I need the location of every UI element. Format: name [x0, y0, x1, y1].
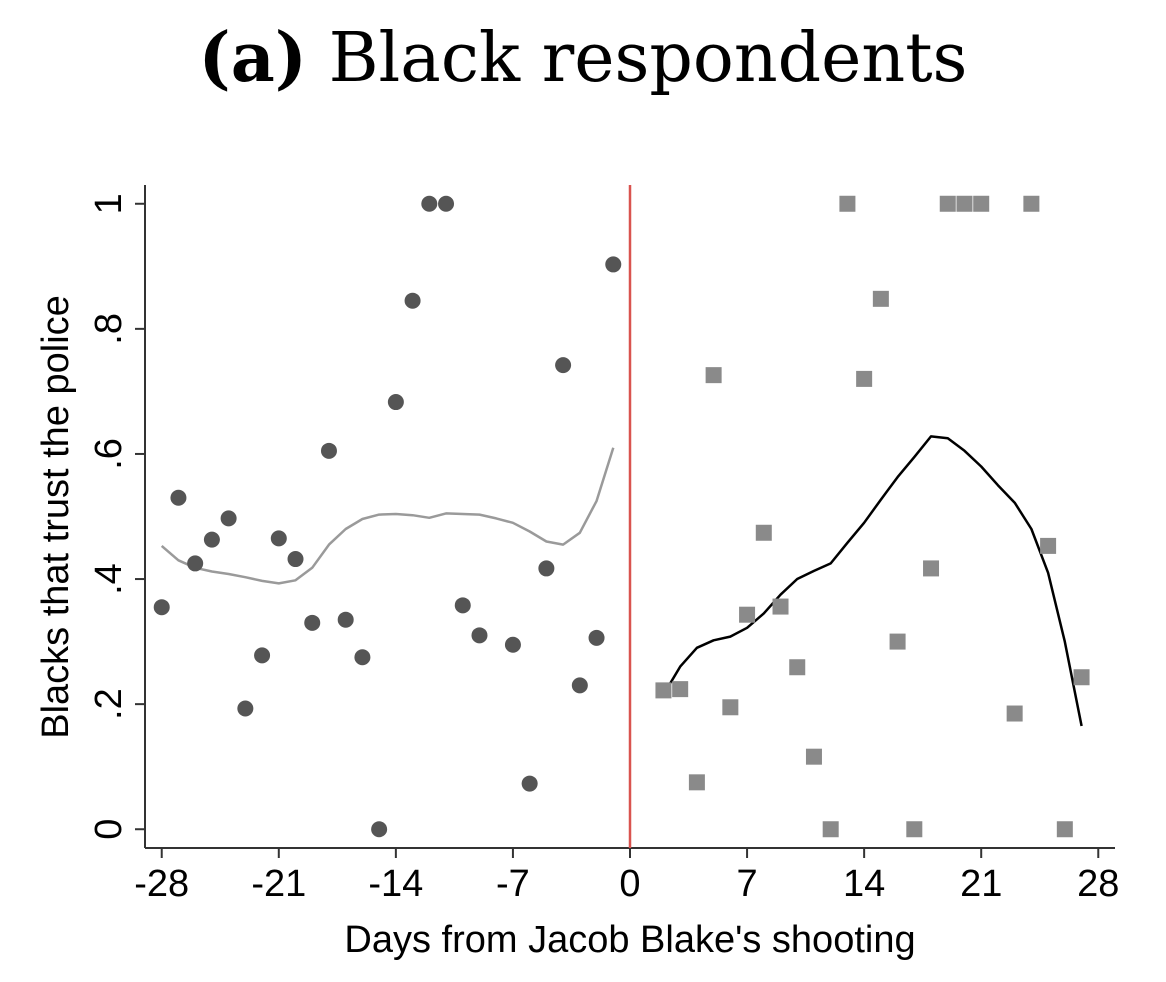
chart-title: (a) Black respondents — [0, 18, 1166, 98]
pre-data-point — [371, 821, 388, 838]
chart-title-label: (a) — [198, 18, 307, 98]
pre-data-point — [504, 636, 521, 653]
post-data-point — [655, 682, 672, 699]
pre-data-point — [170, 489, 187, 506]
post-data-point — [755, 524, 772, 541]
post-data-point — [839, 195, 856, 212]
pre-data-point — [438, 195, 455, 212]
y-axis-label: Blacks that trust the police — [35, 295, 77, 739]
pre-data-point — [187, 555, 204, 572]
pre-data-point — [287, 551, 304, 568]
y-tick-label: .2 — [88, 688, 130, 720]
post-data-point — [872, 290, 889, 307]
pre-data-point — [605, 256, 622, 273]
post-data-point — [1023, 195, 1040, 212]
chart-title-text: Black respondents — [328, 19, 968, 98]
pre-data-point — [153, 599, 170, 616]
post-data-point — [923, 560, 940, 577]
post-data-point — [1040, 537, 1057, 554]
y-tick-label: .4 — [88, 563, 130, 595]
post-data-point — [722, 699, 739, 716]
y-tick-label: .6 — [88, 438, 130, 470]
y-tick-label: .8 — [88, 313, 130, 345]
x-tick-label: 0 — [619, 863, 640, 905]
post-data-point — [1073, 669, 1090, 686]
post-fit-line — [662, 435, 1083, 727]
post-data-point — [739, 606, 756, 623]
pre-data-point — [320, 442, 337, 459]
pre-data-point — [354, 649, 371, 666]
pre-data-point — [203, 531, 220, 548]
x-tick-label: 7 — [736, 863, 757, 905]
x-tick-label: -28 — [134, 863, 189, 905]
axes — [135, 185, 1115, 858]
tick-labels: -28 -21 -14 -7 0 7 14 21 28 0 .2 .4 .6 .8 1 — [88, 193, 1119, 905]
x-tick-label: 14 — [843, 863, 885, 905]
x-tick-label: -14 — [368, 863, 423, 905]
pre-data-point — [454, 597, 471, 614]
post-data-point — [672, 681, 689, 698]
post-data-point — [1056, 821, 1073, 838]
post-data-point — [805, 748, 822, 765]
data-points — [153, 195, 1090, 838]
pre-data-point — [220, 510, 237, 527]
post-data-point — [1006, 705, 1023, 722]
post-data-point — [772, 598, 789, 615]
post-data-point — [789, 659, 806, 676]
pre-data-point — [421, 195, 438, 212]
pre-data-point — [387, 394, 404, 411]
pre-fit-line — [160, 447, 615, 585]
pre-data-point — [588, 629, 605, 646]
y-tick-label: 1 — [88, 193, 130, 214]
pre-data-point — [404, 292, 421, 309]
pre-data-point — [571, 677, 588, 694]
post-data-point — [973, 195, 990, 212]
post-data-point — [705, 367, 722, 384]
x-tick-label: -21 — [251, 863, 306, 905]
pre-data-point — [555, 357, 572, 374]
post-data-point — [939, 195, 956, 212]
post-data-point — [688, 774, 705, 791]
x-tick-label: 21 — [960, 863, 1002, 905]
pre-data-point — [237, 700, 254, 717]
x-axis-label: Days from Jacob Blake's shooting — [344, 919, 915, 961]
post-data-point — [889, 633, 906, 650]
pre-data-point — [471, 627, 488, 644]
x-tick-label: 28 — [1077, 863, 1119, 905]
pre-data-point — [337, 611, 354, 628]
post-data-point — [906, 821, 923, 838]
post-data-point — [856, 370, 873, 387]
pre-data-point — [521, 775, 538, 792]
pre-data-point — [270, 530, 287, 547]
pre-data-point — [254, 647, 271, 664]
pre-data-point — [538, 560, 555, 577]
x-tick-label: -7 — [496, 863, 530, 905]
pre-data-point — [304, 614, 321, 631]
fit-lines — [160, 435, 1083, 727]
post-data-point — [822, 821, 839, 838]
y-tick-label: 0 — [88, 819, 130, 840]
post-data-point — [956, 195, 973, 212]
